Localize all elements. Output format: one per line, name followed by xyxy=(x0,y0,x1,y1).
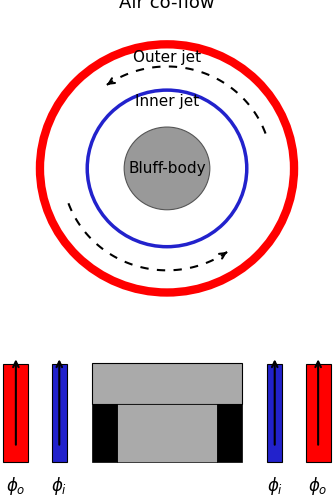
Text: Inner jet: Inner jet xyxy=(135,94,199,110)
Text: $\phi_o$: $\phi_o$ xyxy=(6,475,26,497)
Bar xyxy=(92,362,242,404)
Text: Bluff-body: Bluff-body xyxy=(128,161,206,176)
Bar xyxy=(92,404,117,462)
Bar xyxy=(117,404,217,462)
Bar xyxy=(306,364,331,462)
Text: $\phi_i$: $\phi_i$ xyxy=(51,475,67,497)
Bar xyxy=(267,364,282,462)
Bar xyxy=(52,364,67,462)
Bar xyxy=(217,404,242,462)
Ellipse shape xyxy=(124,127,210,210)
Bar xyxy=(3,364,28,462)
Text: $\phi_o$: $\phi_o$ xyxy=(308,475,328,497)
Text: Air co-flow: Air co-flow xyxy=(119,0,215,12)
Text: Outer jet: Outer jet xyxy=(133,50,201,65)
Text: $\phi_i$: $\phi_i$ xyxy=(267,475,283,497)
